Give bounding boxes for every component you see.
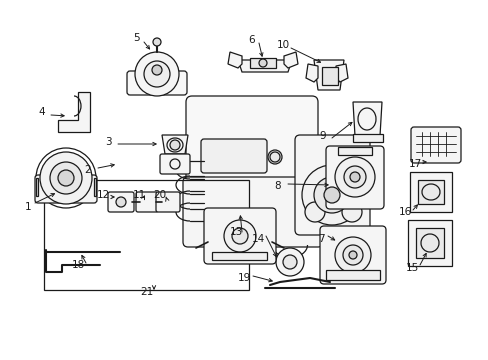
FancyBboxPatch shape [156,192,180,212]
Text: 19: 19 [237,273,250,283]
Circle shape [116,197,126,207]
FancyBboxPatch shape [294,135,369,235]
Text: 20: 20 [153,190,166,200]
Polygon shape [409,172,451,212]
Text: 4: 4 [39,107,45,117]
Polygon shape [36,178,38,196]
Circle shape [305,202,325,222]
Circle shape [135,52,179,96]
Circle shape [334,237,370,273]
Circle shape [324,187,339,203]
FancyBboxPatch shape [203,208,275,264]
Circle shape [342,245,362,265]
Polygon shape [162,135,187,154]
Polygon shape [94,178,96,196]
Bar [212,252,266,260]
FancyBboxPatch shape [160,154,190,174]
Circle shape [275,248,304,276]
Text: 9: 9 [319,131,325,141]
Circle shape [334,157,374,197]
Circle shape [224,220,256,252]
Bar [249,58,275,68]
Circle shape [349,172,359,182]
FancyBboxPatch shape [127,71,186,95]
FancyBboxPatch shape [201,139,266,173]
Polygon shape [227,52,242,68]
Circle shape [153,38,161,46]
Circle shape [58,170,74,186]
Text: 1: 1 [24,202,31,212]
Text: 14: 14 [251,234,264,244]
Circle shape [313,177,349,213]
Circle shape [341,202,361,222]
Bar [337,147,371,155]
Text: 21: 21 [140,287,153,297]
Text: 12: 12 [96,190,109,200]
Circle shape [302,165,361,225]
Text: 11: 11 [132,190,145,200]
Circle shape [348,251,356,259]
FancyBboxPatch shape [319,226,385,284]
Text: 15: 15 [405,263,418,273]
Polygon shape [305,64,317,82]
Text: 2: 2 [84,165,91,175]
Circle shape [143,61,170,87]
Text: 7: 7 [317,234,324,244]
Circle shape [152,65,162,75]
FancyBboxPatch shape [136,192,158,212]
Circle shape [170,140,180,150]
Circle shape [231,228,247,244]
Polygon shape [238,60,291,72]
FancyBboxPatch shape [183,177,323,247]
Circle shape [40,152,92,204]
Polygon shape [415,228,443,258]
FancyBboxPatch shape [108,192,134,212]
FancyBboxPatch shape [35,175,97,203]
Text: 8: 8 [274,181,281,191]
Text: 10: 10 [276,40,289,50]
Text: 13: 13 [229,227,242,237]
Circle shape [343,166,365,188]
Bar [44,180,248,290]
Polygon shape [352,102,381,136]
Polygon shape [417,180,443,204]
Polygon shape [407,220,451,266]
Circle shape [50,162,82,194]
Bar [352,134,382,142]
Bar [321,67,337,85]
Text: 5: 5 [132,33,139,43]
Polygon shape [335,64,347,82]
Text: 18: 18 [71,260,84,270]
FancyBboxPatch shape [325,146,383,209]
Polygon shape [313,60,343,90]
Text: 17: 17 [407,159,421,169]
Circle shape [267,150,282,164]
FancyBboxPatch shape [410,127,460,163]
Text: 3: 3 [104,137,111,147]
Text: 16: 16 [398,207,411,217]
Circle shape [283,255,296,269]
FancyBboxPatch shape [185,96,317,198]
Circle shape [259,59,266,67]
Polygon shape [58,92,90,132]
Bar [325,270,379,280]
Text: 6: 6 [248,35,255,45]
Polygon shape [284,52,297,68]
